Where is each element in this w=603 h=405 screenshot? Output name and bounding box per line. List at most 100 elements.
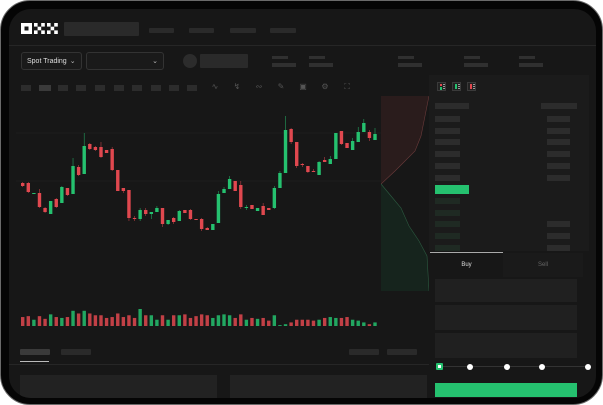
market-type-label: Spot Trading (27, 57, 67, 65)
orderbook-both-icon[interactable] (437, 82, 446, 91)
volume-bar (76, 313, 81, 326)
volume-bar (188, 317, 193, 326)
price-header (435, 103, 469, 109)
indicator-icon[interactable]: ∿ (211, 82, 219, 91)
camera-icon[interactable]: ▣ (299, 82, 307, 91)
volume-bar (255, 318, 260, 326)
candle-body (261, 206, 265, 215)
okx-logo[interactable] (21, 23, 59, 35)
total-input[interactable] (435, 333, 577, 358)
volume-bar (110, 317, 114, 326)
filter-button[interactable] (349, 349, 379, 355)
timeframe-button[interactable] (39, 85, 51, 91)
volume-bar (54, 317, 58, 326)
candle-body (356, 132, 360, 142)
timeframe-button[interactable] (58, 85, 68, 91)
volume-bar (261, 317, 265, 326)
timeframe-button[interactable] (95, 85, 105, 91)
fullscreen-icon[interactable]: ⛶ (344, 82, 350, 91)
timeframe-button[interactable] (114, 85, 124, 91)
tab-order-history[interactable] (61, 349, 91, 355)
ask-price (435, 174, 460, 181)
size-value (547, 221, 570, 228)
settings-icon[interactable]: ⚙ (321, 82, 329, 91)
timeframe-button[interactable] (169, 85, 179, 91)
volume-bar (250, 317, 254, 326)
tab-open-orders[interactable] (20, 349, 50, 355)
filter-button[interactable] (387, 349, 417, 355)
candle-body (144, 210, 148, 214)
buy-button[interactable] (435, 383, 577, 397)
line-icon[interactable]: ∾ (255, 82, 263, 91)
slider-step[interactable] (539, 364, 545, 370)
stat-value (464, 63, 488, 67)
candle-body (171, 218, 176, 222)
timeframe-button[interactable] (76, 85, 86, 91)
price-input[interactable] (435, 279, 577, 302)
slider-step[interactable] (504, 364, 510, 370)
candlestick-chart[interactable] (9, 9, 429, 339)
stat-label (519, 56, 535, 59)
size-value (547, 244, 570, 251)
volume-bar (350, 319, 355, 326)
candle-body (194, 219, 198, 220)
timeframe-button[interactable] (21, 85, 31, 91)
timeframe-button[interactable] (187, 85, 197, 91)
volume-bar (373, 322, 377, 326)
candle-body (188, 210, 193, 219)
volume-bar (233, 317, 237, 326)
candle-body (322, 160, 327, 162)
slider-track[interactable] (439, 366, 589, 367)
candle-body (76, 167, 81, 175)
candle-body (367, 132, 372, 138)
nav-item[interactable] (149, 28, 174, 33)
volume-bar (345, 317, 349, 326)
size-value (547, 139, 570, 146)
draw-icon[interactable]: ↯ (233, 82, 241, 91)
timeframe-button[interactable] (132, 85, 142, 91)
volume-bar (65, 317, 70, 326)
tab-buy[interactable]: Buy (461, 262, 472, 268)
timeframe-button[interactable] (151, 85, 161, 91)
price-readout (200, 54, 248, 68)
tab-underline (430, 252, 503, 253)
slider-handle[interactable] (436, 363, 443, 370)
orderbook-buy-icon[interactable] (452, 82, 461, 91)
volume-bar (121, 317, 126, 326)
volume-bar (367, 324, 372, 326)
search-bar[interactable] (64, 22, 139, 36)
candle-body (311, 171, 316, 172)
candle-body (104, 150, 109, 153)
nav-item[interactable] (189, 28, 214, 33)
candle-body (138, 210, 142, 219)
slider-step[interactable] (467, 364, 473, 370)
amount-header (541, 103, 577, 109)
stat-label (464, 56, 480, 59)
volume-bar (160, 315, 165, 326)
candle-body (149, 212, 154, 214)
candle-body (255, 208, 260, 211)
tab-sell[interactable]: Sell (503, 253, 583, 277)
volume-bar (144, 315, 148, 326)
volume-bar (132, 317, 137, 326)
candle-body (278, 173, 282, 188)
nav-item[interactable] (270, 28, 296, 33)
volume-bar (155, 319, 159, 326)
market-type-dropdown[interactable]: Spot Trading ⌄ (21, 52, 82, 70)
pair-dropdown[interactable]: ⌄ (86, 52, 164, 70)
amount-input[interactable] (435, 305, 577, 330)
volume-bar (82, 310, 86, 326)
candle-body (177, 211, 181, 221)
volume-bar (71, 310, 75, 326)
slider-step[interactable] (585, 364, 591, 370)
bid-price (435, 221, 460, 228)
volume-bar (166, 319, 170, 326)
candle-body (227, 179, 232, 189)
volume-bar (278, 325, 282, 326)
candle-body (328, 159, 332, 164)
ruler-icon[interactable]: ✎ (277, 82, 285, 91)
nav-item[interactable] (230, 28, 256, 33)
orderbook-sell-icon[interactable] (467, 82, 476, 91)
bid-price (435, 197, 460, 204)
